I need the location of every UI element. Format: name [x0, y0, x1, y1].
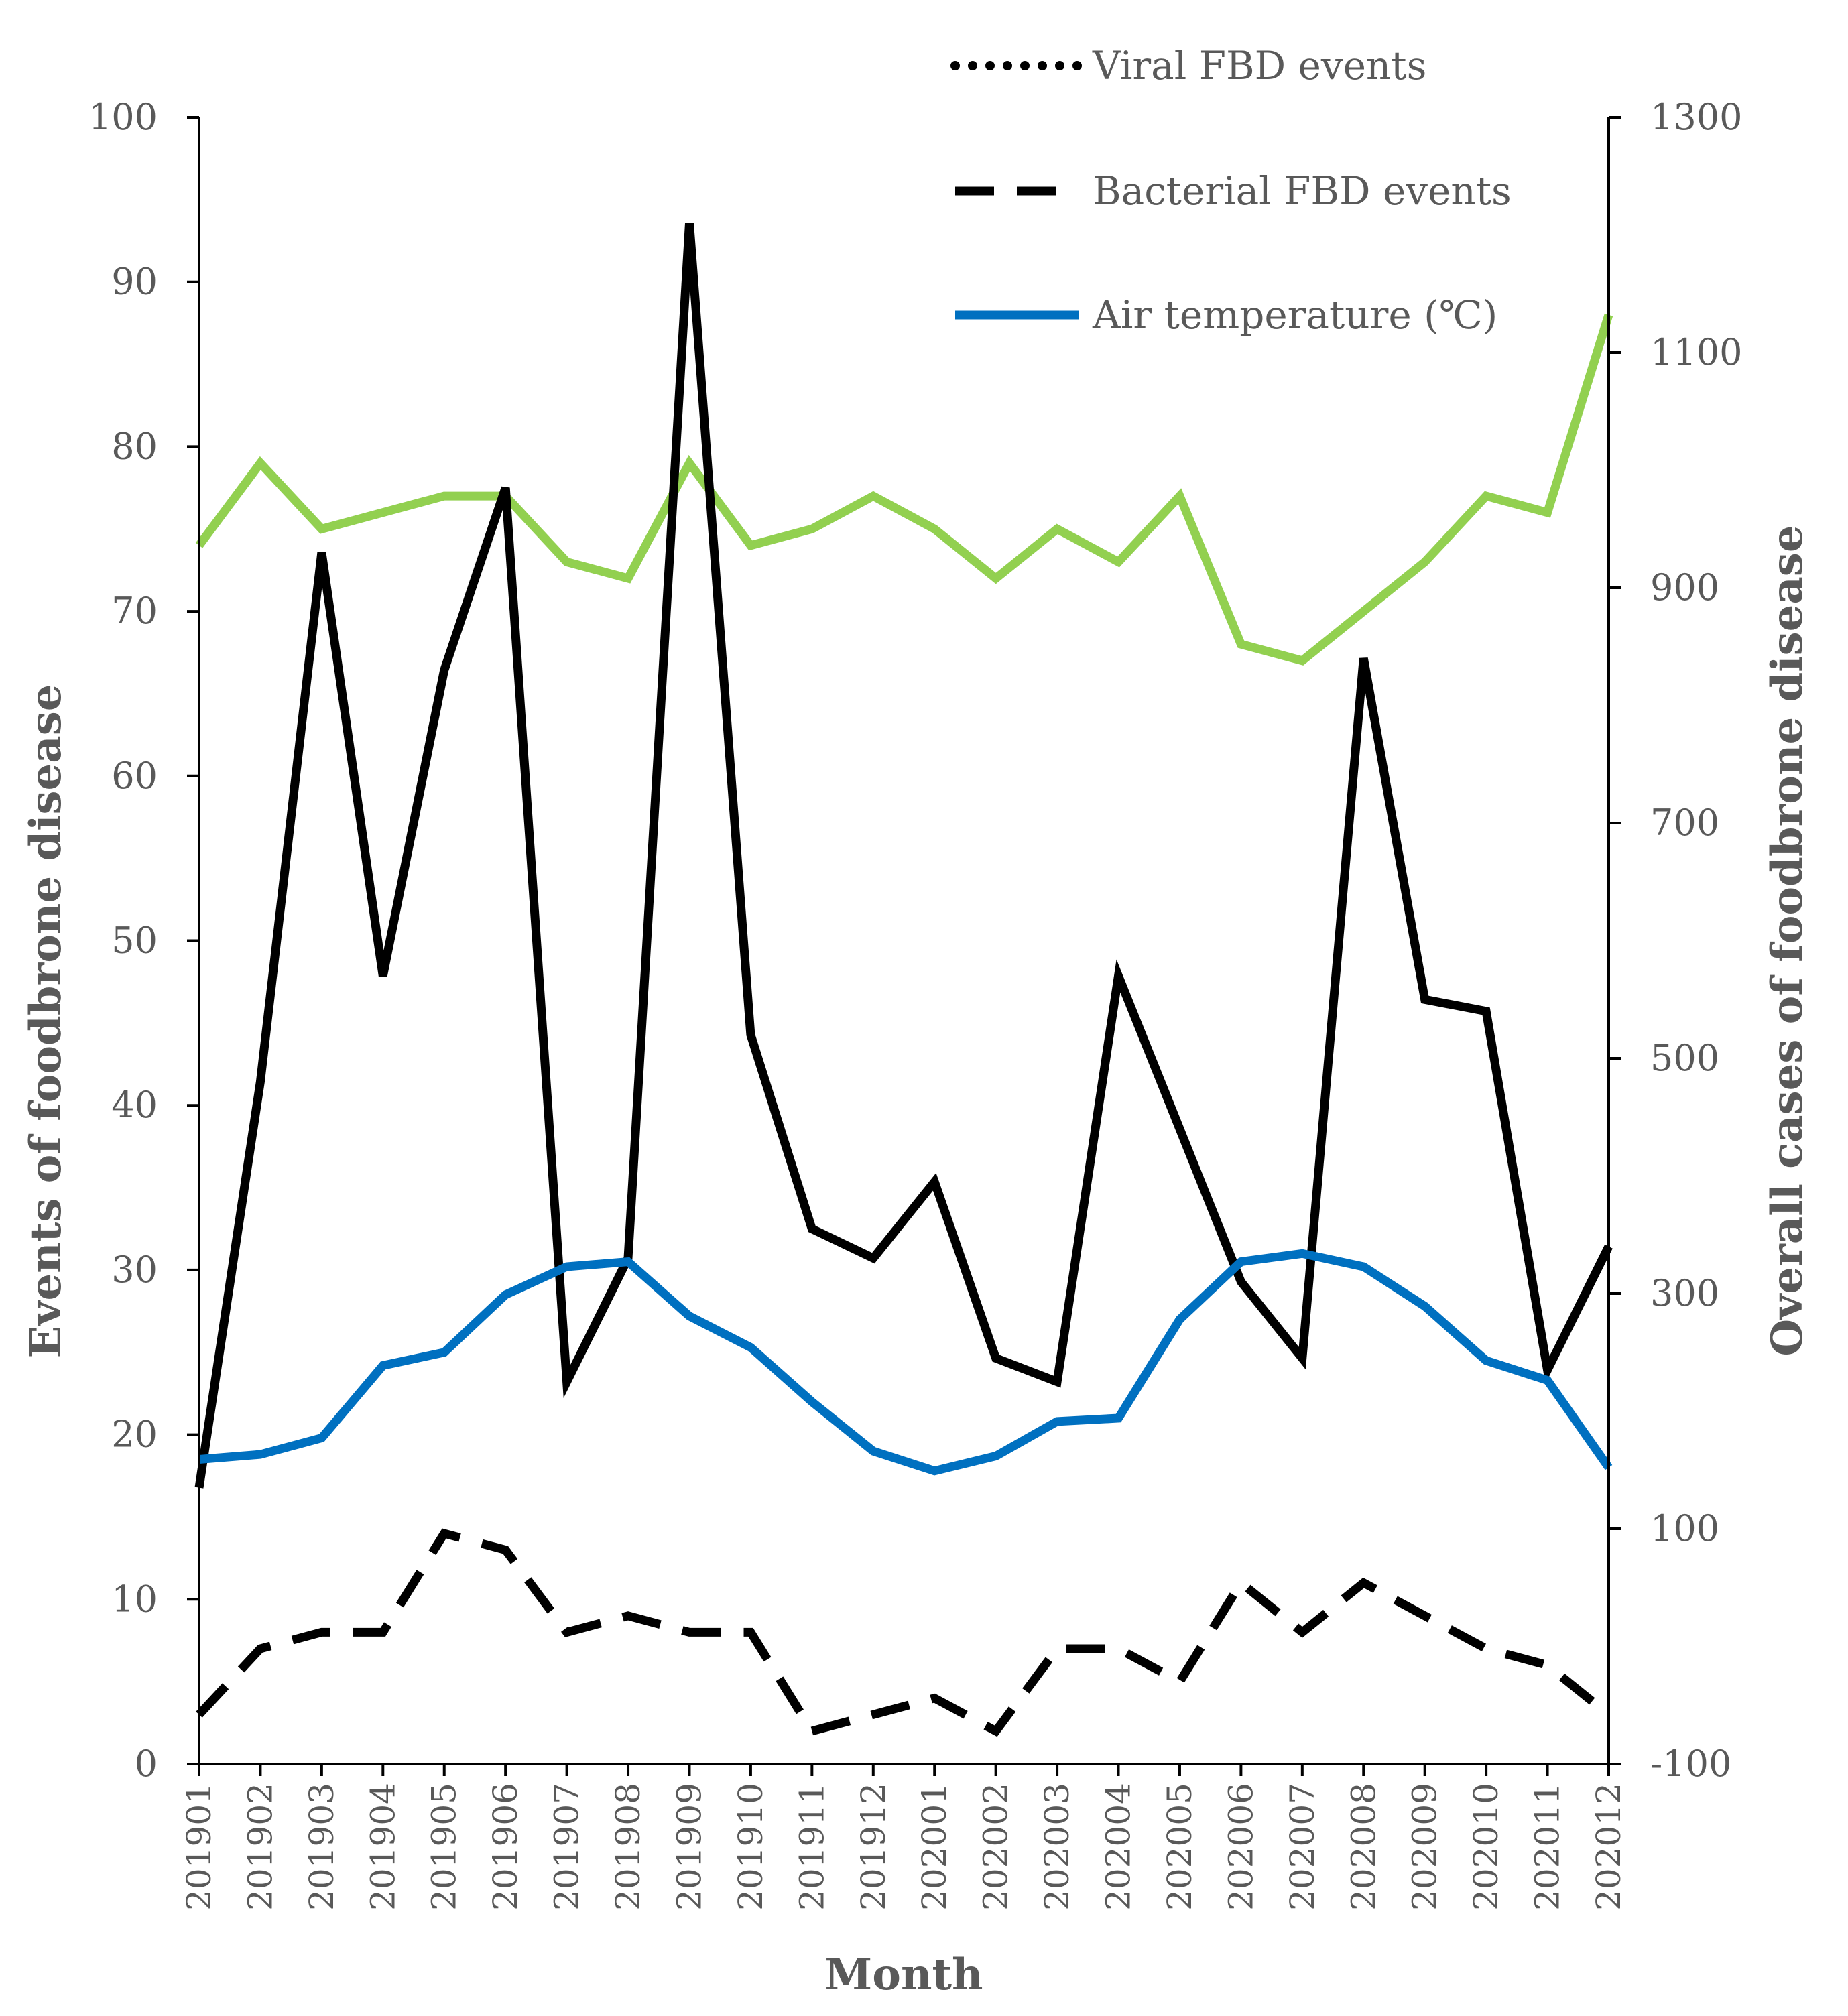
left-tick-label: 30	[111, 1249, 158, 1291]
right-tick-label: 100	[1650, 1507, 1719, 1550]
right-tick-label: 1100	[1650, 331, 1742, 373]
right-axis-title: Overall cases of foodbrone disease	[1762, 525, 1812, 1356]
series-line-total-events	[195, 313, 1613, 666]
x-tick-label: 202011	[1528, 1783, 1567, 1911]
series-line-bacterial-fbd-events	[196, 1528, 1612, 1737]
series-line-viral-fbd-events	[196, 1269, 1609, 1738]
left-tick-label: 20	[111, 1413, 158, 1456]
legend-label: Bacterial FBD events	[1093, 168, 1512, 214]
left-tick-label: 100	[88, 96, 158, 138]
right-tick-label: -100	[1650, 1743, 1731, 1785]
x-axis-title: Month	[824, 1950, 983, 2000]
x-tick-label: 202012	[1589, 1783, 1628, 1911]
x-tick-label: 202006	[1221, 1783, 1260, 1911]
legend-label: Air temperature (℃)	[1092, 292, 1497, 338]
x-tick-label: 201903	[302, 1783, 341, 1911]
right-tick-label: 500	[1650, 1037, 1719, 1079]
x-tick-label: 202008	[1344, 1783, 1383, 1911]
right-tick-label: 900	[1650, 566, 1719, 609]
tick-labels: 0 10 20 30 40 50 60 70 80 90 100 -100 100 300 500 700 90…	[88, 96, 1743, 1911]
x-tick-label: 201911	[792, 1783, 831, 1911]
x-tick-label: 202001	[915, 1783, 954, 1911]
right-tick-label: 1300	[1650, 96, 1742, 138]
right-tick-label: 300	[1650, 1272, 1719, 1314]
x-tick-label: 201908	[609, 1783, 648, 1911]
x-tick-label: 202007	[1283, 1783, 1322, 1911]
x-tick-label: 202010	[1467, 1783, 1505, 1911]
x-tick-label: 201912	[854, 1783, 893, 1911]
left-tick-label: 90	[111, 261, 158, 303]
left-tick-label: 0	[135, 1743, 158, 1785]
x-tick-label: 202005	[1160, 1783, 1199, 1911]
left-tick-label: 70	[111, 590, 158, 632]
plot-lines	[194, 223, 1613, 1738]
x-tick-label: 201909	[670, 1783, 709, 1911]
axes	[198, 117, 1610, 1765]
x-tick-label: 202003	[1038, 1783, 1076, 1911]
left-tick-label: 40	[111, 1084, 158, 1126]
left-tick-label: 80	[111, 425, 158, 467]
left-tick-label: 10	[111, 1578, 158, 1620]
x-tick-label: 202004	[1099, 1783, 1138, 1911]
right-tick-label: 700	[1650, 802, 1719, 844]
x-tick-label: 201904	[363, 1783, 402, 1911]
ticks	[187, 116, 1621, 1776]
x-tick-label: 201907	[548, 1783, 587, 1911]
left-tick-label: 60	[111, 755, 158, 797]
legend-label: Viral FBD events	[1092, 43, 1426, 88]
x-tick-label: 202009	[1406, 1783, 1444, 1911]
x-tick-label: 201905	[425, 1783, 464, 1911]
x-tick-label: 201902	[241, 1783, 280, 1911]
x-tick-label: 202002	[977, 1783, 1015, 1911]
left-tick-label: 50	[111, 920, 158, 962]
series-line-air-temperature	[198, 1249, 1613, 1476]
legend: Viral FBD events Bacterial FBD events Air …	[950, 43, 1512, 338]
left-axis-title: Events of foodbrone disease	[21, 684, 71, 1359]
x-tick-label: 201906	[486, 1783, 525, 1911]
x-tick-label: 201910	[731, 1783, 770, 1911]
x-tick-label: 201901	[180, 1783, 219, 1911]
series-line-overall-cases	[194, 223, 1613, 1489]
